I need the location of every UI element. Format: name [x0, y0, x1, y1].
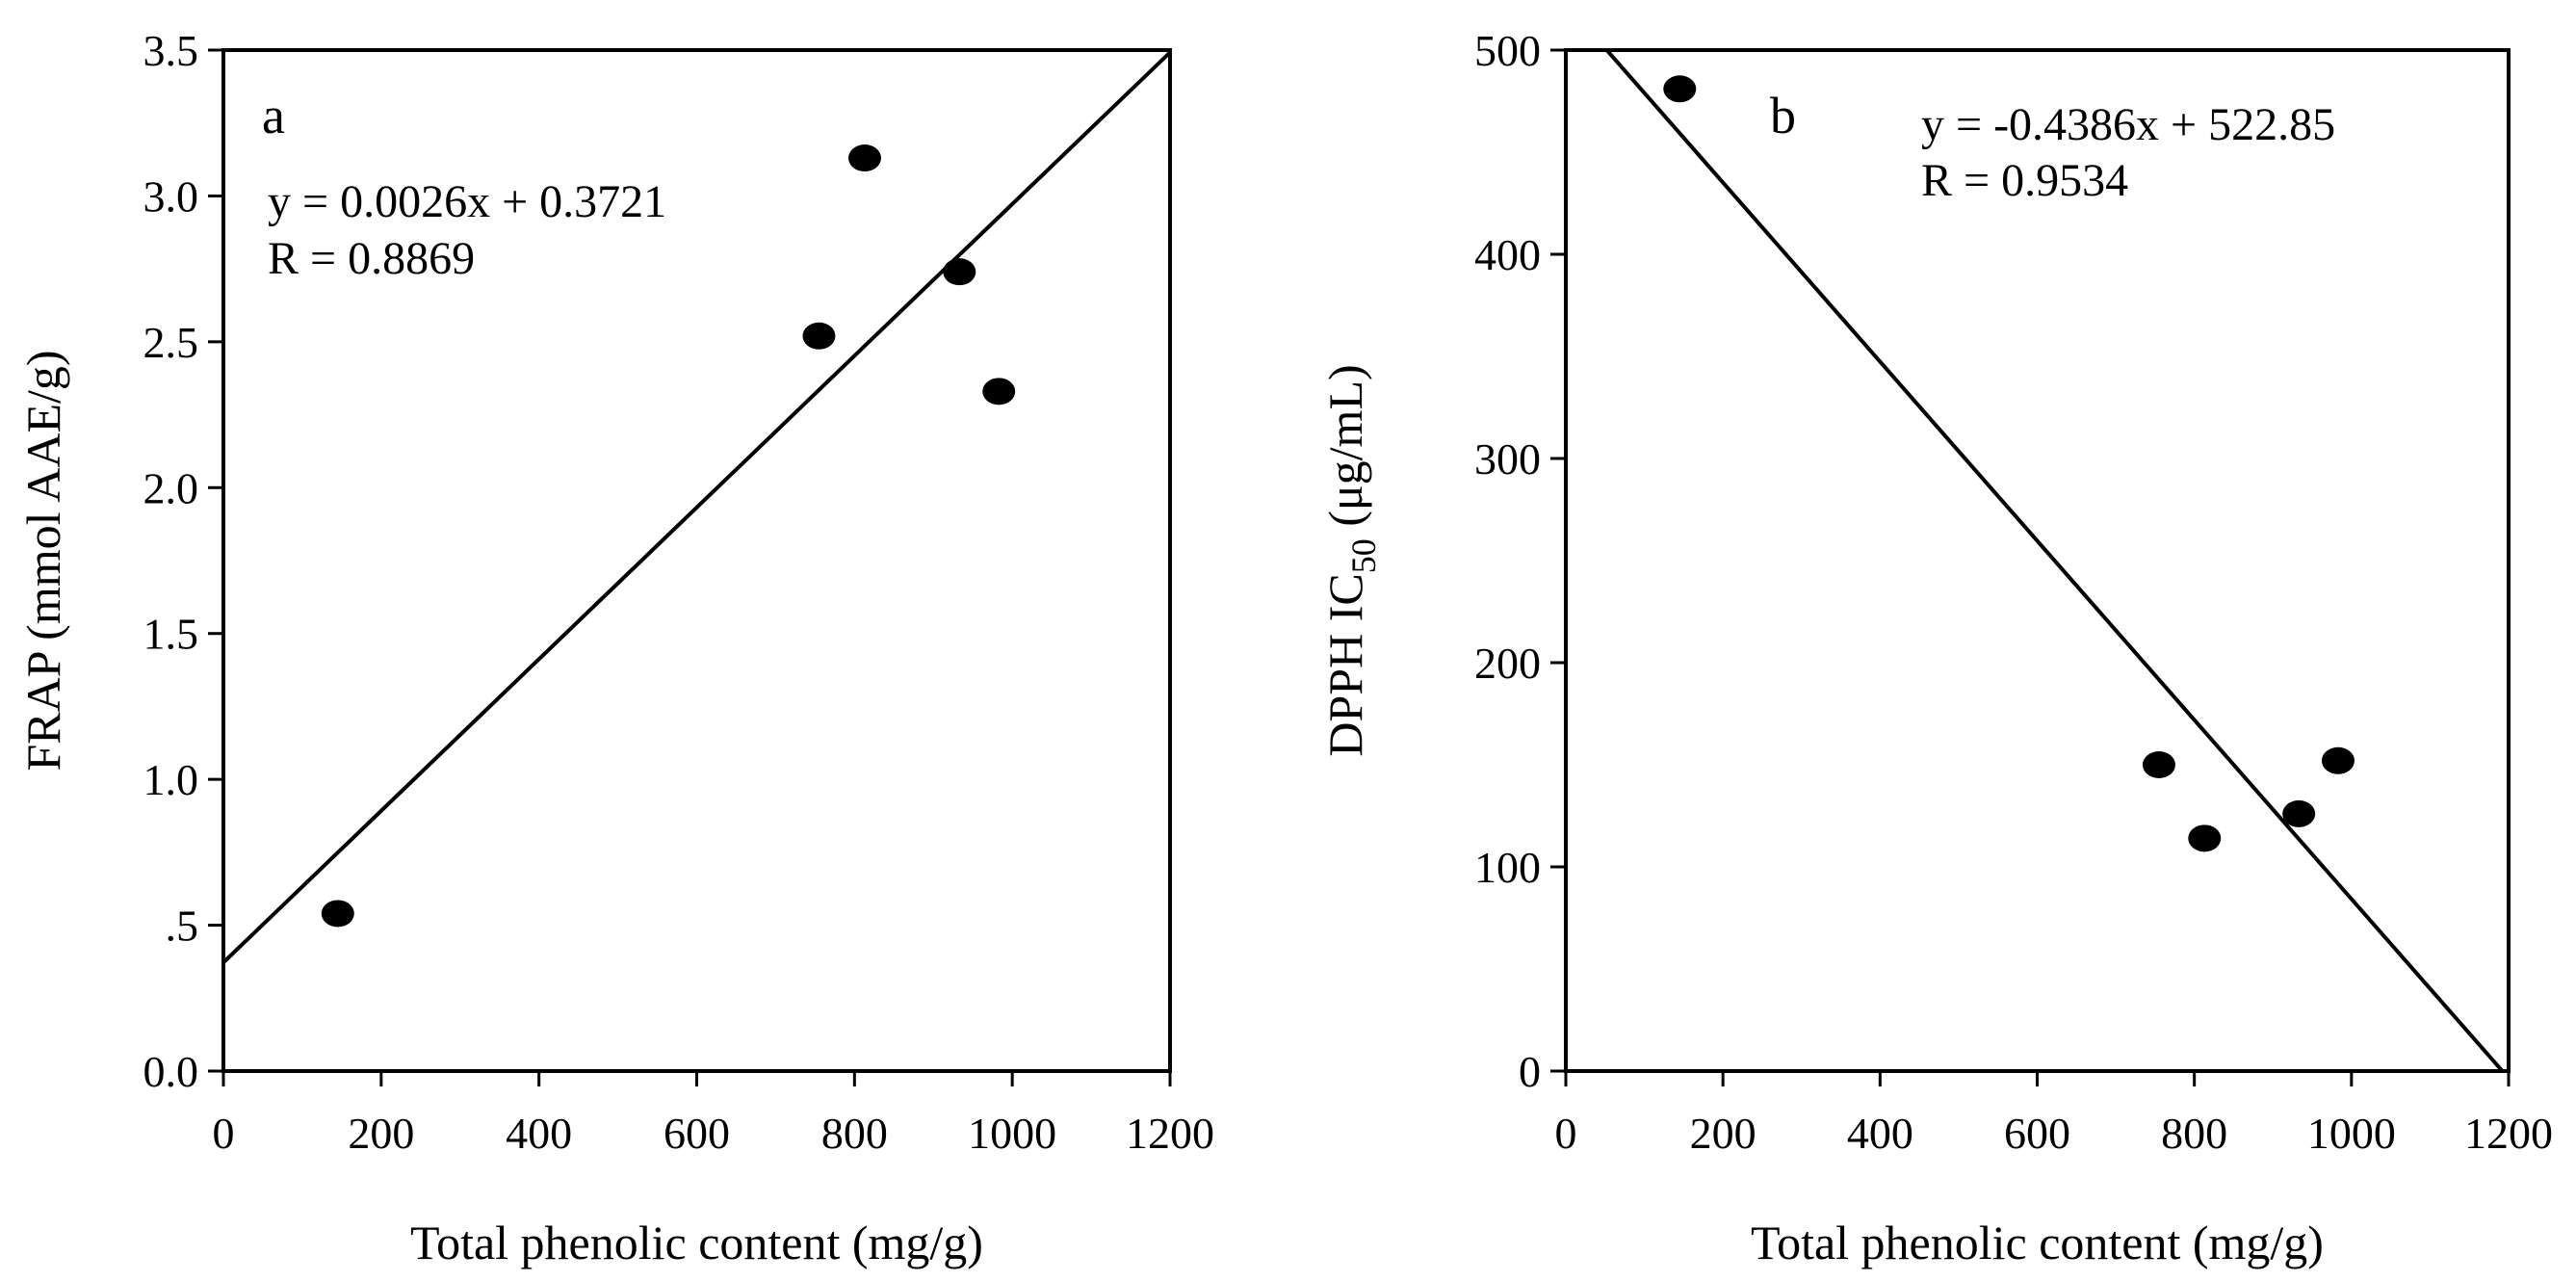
- y-axis-title-subscript-b: 50: [1344, 538, 1383, 573]
- correlation-r-a: R = 0.8869: [268, 233, 475, 284]
- data-point-a: [847, 144, 881, 172]
- x-axis-title-b: Total phenolic content (mg/g): [1751, 1216, 2324, 1269]
- y-tick-label-a: 3.5: [143, 26, 199, 75]
- x-tick-label-a: 0: [213, 1109, 235, 1158]
- data-point-b: [2282, 799, 2316, 827]
- panel-b-chart: 0 200 400 600 800 1000 1200 0 100 200 300 400 500 Tot…: [1318, 26, 2553, 1269]
- data-point-b: [2188, 824, 2222, 852]
- data-point-a: [982, 378, 1016, 406]
- y-tick-label-b: 200: [1474, 639, 1541, 688]
- regression-equation-a: y = 0.0026x + 0.3721: [268, 176, 666, 227]
- x-tick-label-a: 1200: [1126, 1109, 1214, 1158]
- x-tick-label-b: 1000: [2307, 1109, 2396, 1158]
- x-axis-title-a: Total phenolic content (mg/g): [410, 1216, 983, 1269]
- data-point-b: [2321, 746, 2355, 774]
- data-point-a: [802, 322, 836, 350]
- y-tick-label-b: 400: [1474, 230, 1541, 279]
- y-axis-title-unit-b: (μg/mL): [1318, 364, 1372, 538]
- x-tick-label-b: 600: [2004, 1109, 2070, 1158]
- y-tick-label-a: 2.0: [143, 463, 199, 512]
- x-tick-label-b: 400: [1847, 1109, 1913, 1158]
- regression-line-a: [223, 50, 1170, 964]
- y-tick-label-a: 1.5: [143, 610, 199, 659]
- x-tick-label-a: 800: [821, 1109, 888, 1158]
- regression-line-b: [1603, 50, 2506, 1071]
- panel-a-chart: 0 200 400 600 800 1000 1200 0.0 .5 1.0 1.5 2.0 2.5 3.…: [16, 26, 1214, 1269]
- y-tick-label-b: 100: [1474, 843, 1541, 892]
- y-tick-label-b: 500: [1474, 26, 1541, 75]
- x-tick-label-b: 200: [1690, 1109, 1756, 1158]
- y-tick-label-b: 0: [1519, 1047, 1541, 1096]
- x-tick-label-b: 800: [2161, 1109, 2227, 1158]
- x-tick-label-b: 0: [1555, 1109, 1577, 1158]
- x-tick-label-a: 600: [664, 1109, 730, 1158]
- regression-equation-b: y = -0.4386x + 522.85: [1921, 99, 2335, 150]
- y-tick-label-b: 300: [1474, 434, 1541, 484]
- correlation-r-b: R = 0.9534: [1921, 155, 2128, 206]
- data-point-a: [321, 900, 354, 928]
- y-axis-title-main-b: DPPH IC: [1318, 573, 1372, 756]
- data-point-a: [943, 258, 976, 286]
- x-tick-label-a: 200: [348, 1109, 414, 1158]
- panel-letter-b: b: [1770, 87, 1796, 144]
- y-tick-label-a: 2.5: [143, 318, 199, 367]
- y-axis-title-b: DPPH IC50 (μg/mL): [1318, 364, 1383, 756]
- x-tick-label-a: 1000: [968, 1109, 1056, 1158]
- data-point-b: [2142, 751, 2175, 778]
- y-tick-label-a: 0.0: [143, 1047, 199, 1096]
- y-tick-label-a: .5: [166, 902, 199, 951]
- y-axis-title-a: FRAP (mmol AAE/g): [16, 350, 70, 771]
- y-tick-label-a: 3.0: [143, 171, 199, 221]
- x-tick-label-b: 1200: [2464, 1109, 2553, 1158]
- x-tick-label-a: 400: [506, 1109, 572, 1158]
- panel-letter-a: a: [262, 87, 285, 144]
- y-tick-label-a: 1.0: [143, 755, 199, 804]
- data-point-b: [1663, 75, 1697, 103]
